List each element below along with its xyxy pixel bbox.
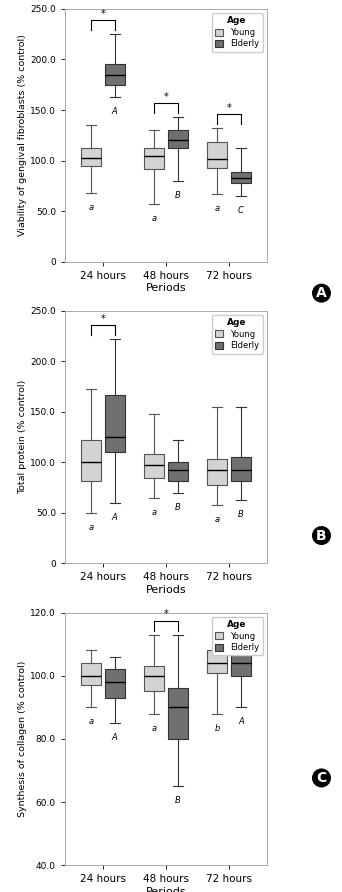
Text: b: b bbox=[214, 723, 220, 732]
X-axis label: Periods: Periods bbox=[146, 284, 186, 293]
Text: B: B bbox=[175, 797, 181, 805]
Text: A: A bbox=[112, 733, 118, 742]
PathPatch shape bbox=[144, 148, 164, 169]
Legend: Young, Elderly: Young, Elderly bbox=[212, 315, 263, 353]
Text: a: a bbox=[88, 717, 93, 726]
Text: a: a bbox=[151, 723, 156, 732]
Text: A: A bbox=[316, 286, 327, 300]
PathPatch shape bbox=[207, 143, 227, 168]
PathPatch shape bbox=[231, 458, 251, 481]
Text: C: C bbox=[316, 771, 327, 785]
Text: a: a bbox=[151, 508, 156, 516]
Text: a: a bbox=[88, 203, 93, 212]
Text: A: A bbox=[112, 513, 118, 522]
Legend: Young, Elderly: Young, Elderly bbox=[212, 13, 263, 52]
PathPatch shape bbox=[207, 459, 227, 484]
Text: a: a bbox=[214, 515, 220, 524]
Text: B: B bbox=[238, 510, 244, 519]
Text: (b): (b) bbox=[242, 318, 260, 331]
PathPatch shape bbox=[105, 63, 125, 85]
PathPatch shape bbox=[105, 394, 125, 452]
Text: B: B bbox=[175, 191, 181, 200]
Text: (a): (a) bbox=[242, 17, 260, 29]
Text: *: * bbox=[163, 92, 168, 102]
Text: A: A bbox=[238, 717, 244, 726]
Text: *: * bbox=[163, 609, 168, 619]
Text: *: * bbox=[226, 103, 231, 113]
X-axis label: Periods: Periods bbox=[146, 887, 186, 892]
Y-axis label: Synthesis of collagen (% control): Synthesis of collagen (% control) bbox=[18, 661, 27, 817]
PathPatch shape bbox=[81, 663, 101, 685]
Text: A: A bbox=[112, 107, 118, 116]
PathPatch shape bbox=[81, 148, 101, 166]
PathPatch shape bbox=[168, 130, 188, 148]
PathPatch shape bbox=[231, 171, 251, 183]
Text: *: * bbox=[101, 9, 105, 19]
Legend: Young, Elderly: Young, Elderly bbox=[212, 616, 263, 656]
Text: a: a bbox=[88, 523, 93, 532]
PathPatch shape bbox=[207, 650, 227, 673]
PathPatch shape bbox=[81, 440, 101, 481]
Text: C: C bbox=[238, 206, 244, 215]
PathPatch shape bbox=[168, 462, 188, 481]
Text: (c): (c) bbox=[242, 620, 259, 633]
Text: a: a bbox=[151, 214, 156, 223]
PathPatch shape bbox=[144, 666, 164, 691]
Y-axis label: Viability of gengival fibroblasts (% control): Viability of gengival fibroblasts (% con… bbox=[18, 35, 27, 236]
PathPatch shape bbox=[144, 454, 164, 477]
Text: a: a bbox=[214, 204, 220, 213]
Text: B: B bbox=[175, 503, 181, 512]
PathPatch shape bbox=[168, 689, 188, 739]
Text: B: B bbox=[316, 529, 327, 542]
Text: *: * bbox=[101, 314, 105, 324]
PathPatch shape bbox=[105, 669, 125, 698]
Y-axis label: Total protein (% control): Total protein (% control) bbox=[18, 380, 27, 494]
X-axis label: Periods: Periods bbox=[146, 585, 186, 595]
PathPatch shape bbox=[231, 654, 251, 675]
